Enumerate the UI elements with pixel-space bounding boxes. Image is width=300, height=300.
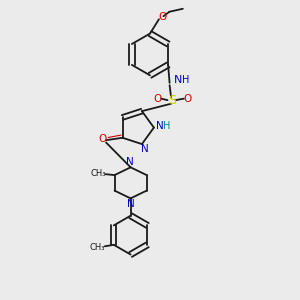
Text: N: N [126,157,134,167]
Text: N: N [174,75,182,85]
Text: O: O [159,12,167,22]
Text: N: N [141,144,149,154]
Text: O: O [183,94,192,103]
Text: S: S [168,94,176,106]
Text: N: N [127,199,135,209]
Text: N: N [156,121,164,131]
Text: O: O [98,134,106,144]
Text: H: H [163,121,170,131]
Text: O: O [154,94,162,103]
Text: CH₃: CH₃ [90,169,106,178]
Text: H: H [182,75,190,85]
Text: CH₃: CH₃ [90,243,105,252]
